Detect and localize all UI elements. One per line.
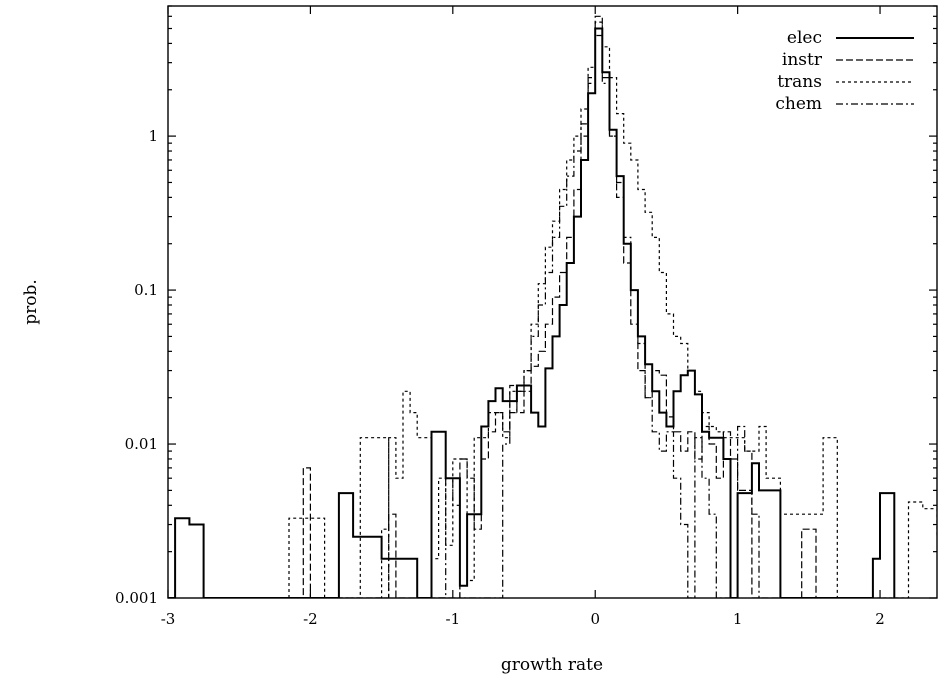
legend-label-elec: elec	[787, 28, 822, 48]
legend-label-chem: chem	[775, 94, 822, 114]
x-tick-label: -1	[446, 610, 461, 628]
y-axis-label: prob.	[21, 279, 41, 325]
y-tick-label: 1	[148, 127, 158, 145]
x-axis-label: growth rate	[501, 655, 603, 675]
x-tick-label: -3	[161, 610, 176, 628]
ticks-layer: -3 -2 -1 0 1 2 0.001 0.01 0.1 1	[115, 5, 937, 628]
series-chem	[438, 34, 760, 598]
y-tick-label: 0.01	[125, 435, 158, 453]
legend-label-trans: trans	[777, 72, 822, 92]
series-layer	[168, 15, 937, 598]
x-tick-label: 1	[733, 610, 743, 628]
plot-frame	[167, 5, 938, 599]
y-tick-label: 0.001	[115, 589, 158, 607]
series-trans	[288, 21, 937, 598]
x-tick-label: -2	[303, 610, 318, 628]
legend-label-instr: instr	[782, 50, 823, 70]
y-tick-label: 0.1	[134, 281, 158, 299]
x-tick-label: 2	[875, 610, 885, 628]
x-tick-label: 0	[590, 610, 600, 628]
